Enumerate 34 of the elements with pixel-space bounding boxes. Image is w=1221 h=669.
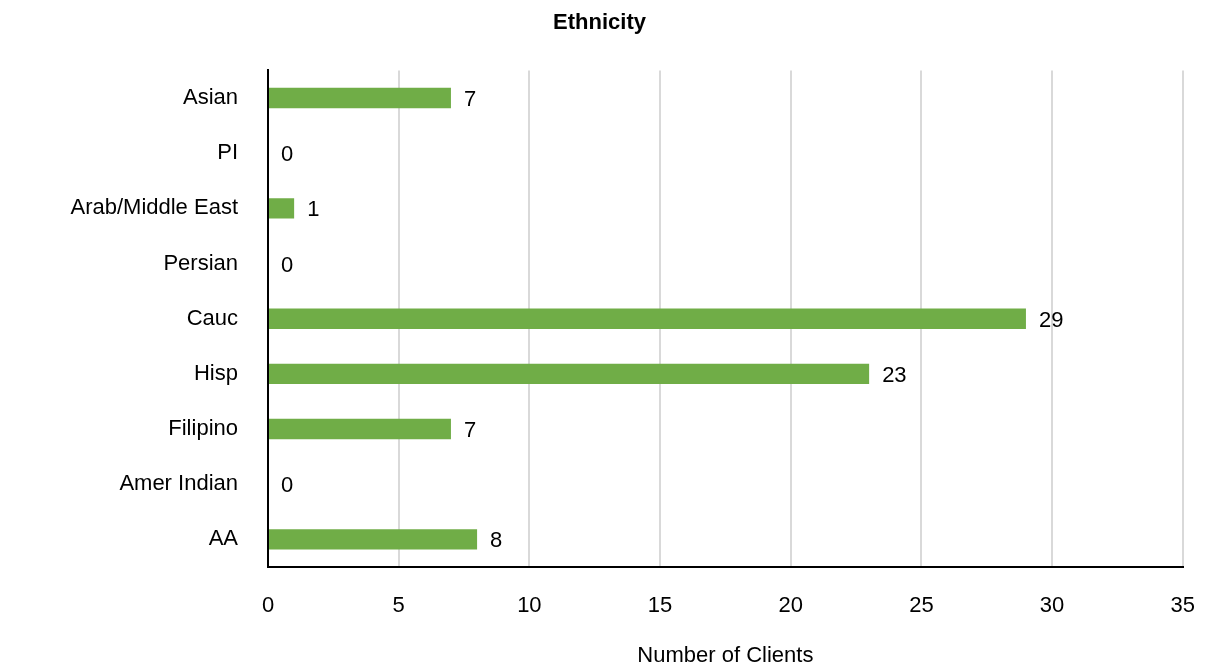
data-label: 8 <box>490 527 503 553</box>
chart-title: Ethnicity <box>553 9 647 35</box>
bar <box>269 308 1026 329</box>
x-tick-label: 35 <box>1170 592 1196 618</box>
data-label: 7 <box>463 86 477 112</box>
bar <box>269 418 451 440</box>
x-tick-label: 25 <box>909 592 934 618</box>
data-label: 23 <box>882 361 907 387</box>
data-label: 29 <box>1038 306 1064 332</box>
y-tick-label: Filipino <box>168 415 238 441</box>
bar <box>269 529 478 550</box>
x-axis-title: Number of Clients <box>637 641 814 667</box>
x-tick-label: 15 <box>647 592 673 618</box>
x-tick-label: 0 <box>261 592 275 618</box>
x-tick-label: 30 <box>1039 592 1065 618</box>
data-label: 7 <box>463 417 477 443</box>
y-tick-label: PI <box>217 139 238 165</box>
x-tick-label: 5 <box>392 592 405 618</box>
data-label: 0 <box>281 251 294 277</box>
bar <box>269 87 451 109</box>
bar <box>269 363 870 385</box>
y-tick-label: Persian <box>163 249 238 275</box>
y-tick-label: Asian <box>182 84 238 110</box>
data-label: 0 <box>281 141 294 167</box>
data-label: 0 <box>281 472 294 498</box>
data-label: 1 <box>307 196 320 222</box>
y-tick-label: AA <box>208 525 239 551</box>
y-tick-label: Amer Indian <box>119 470 238 496</box>
y-tick-label: Cauc <box>186 304 238 330</box>
y-tick-label: Arab/Middle East <box>70 194 238 220</box>
y-tick-label: Hisp <box>193 359 238 385</box>
bar <box>269 198 295 219</box>
x-tick-label: 10 <box>517 592 542 618</box>
x-tick-label: 20 <box>778 592 803 618</box>
